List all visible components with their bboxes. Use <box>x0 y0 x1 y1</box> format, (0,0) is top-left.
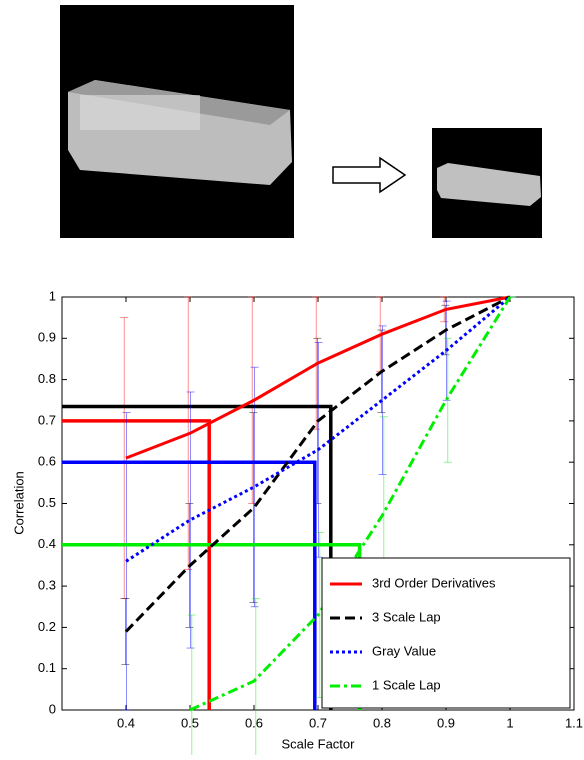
images <box>60 5 542 238</box>
y-tick-label: 0.6 <box>38 454 56 469</box>
x-tick-label: 0.4 <box>117 715 135 730</box>
x-tick-label: 0.6 <box>245 715 263 730</box>
y-tick-label: 1 <box>49 288 56 303</box>
legend-label: 1 Scale Lap <box>372 677 441 692</box>
x-tick-label: 1 <box>506 715 513 730</box>
x-tick-label: 1.1 <box>565 715 583 730</box>
y-tick-label: 0.1 <box>38 660 56 675</box>
y-tick-label: 0.2 <box>38 619 56 634</box>
y-tick-label: 0.3 <box>38 578 56 593</box>
y-tick-label: 0.4 <box>38 536 56 551</box>
y-tick-label: 0.7 <box>38 412 56 427</box>
threshold-line <box>62 421 209 710</box>
x-tick-label: 0.7 <box>309 715 327 730</box>
x-tick-label: 0.8 <box>373 715 391 730</box>
series-line <box>126 297 510 458</box>
legend-label: 3 Scale Lap <box>372 609 441 624</box>
y-tick-label: 0.8 <box>38 371 56 386</box>
y-tick-label: 0.9 <box>38 330 56 345</box>
arrow <box>333 158 405 192</box>
y-axis-label: Correlation <box>11 471 26 535</box>
y-tick-label: 0.5 <box>38 495 56 510</box>
x-tick-label: 0.9 <box>437 715 455 730</box>
legend-label: Gray Value <box>372 643 436 658</box>
threshold-line <box>62 406 331 710</box>
box-label <box>80 95 200 130</box>
y-tick-label: 0 <box>49 701 56 716</box>
x-axis-label: Scale Factor <box>282 736 356 751</box>
legend-label: 3rd Order Derivatives <box>372 575 496 590</box>
x-tick-label: 0.5 <box>181 715 199 730</box>
page: Scale Factor Correlation 0 0.1 0.2 0.3 0.4 0.… <box>0 0 584 755</box>
